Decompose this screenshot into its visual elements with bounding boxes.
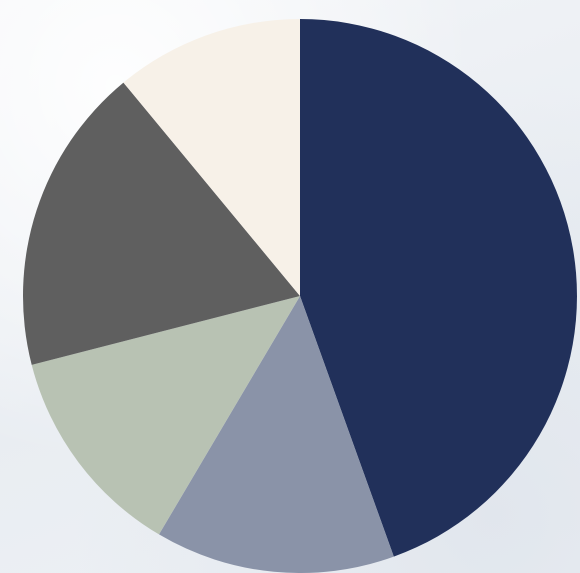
pie-slice-1 (300, 19, 577, 557)
pie-slice-3 (31, 296, 300, 535)
pie-slice-2 (159, 296, 394, 573)
pie-slices (22, 19, 577, 573)
pie-slice-5 (123, 19, 301, 296)
pie-slice-4 (22, 82, 300, 365)
